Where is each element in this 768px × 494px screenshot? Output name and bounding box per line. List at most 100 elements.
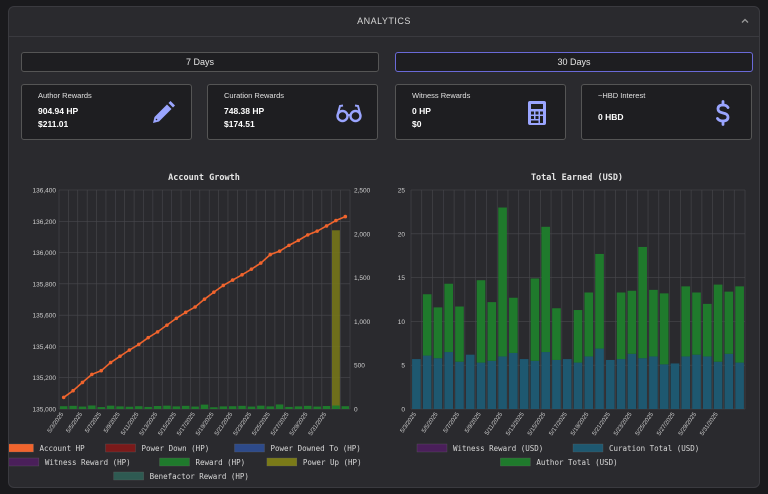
author-bar (702, 303, 712, 357)
curation-bar (735, 362, 744, 409)
y-tick-label: 136,200 (33, 219, 57, 226)
dollar-icon (716, 100, 730, 126)
reward-bar (125, 406, 134, 409)
author-bar (692, 292, 701, 355)
card-title: ~HBD Interest (598, 91, 646, 100)
account-hp-point (80, 380, 85, 385)
range-30-days-button[interactable]: 30 Days (395, 52, 753, 72)
reward-bar (106, 405, 115, 409)
legend-label: Reward (HP) (196, 458, 246, 467)
y-tick-label: 15 (398, 275, 406, 282)
card-value-hp: 0 HP (412, 106, 431, 116)
x-tick-label: 5/7/2025 (85, 411, 104, 434)
legend-label: Witness Reward (USD) (453, 444, 543, 453)
reward-bar (88, 405, 96, 409)
reward-bar (200, 404, 209, 409)
curation-bar (465, 354, 475, 409)
reward-bar (341, 406, 350, 409)
y-tick-label: 5 (401, 363, 405, 370)
author-bar (681, 286, 691, 357)
account-hp-point (90, 372, 94, 377)
legend-swatch (9, 457, 40, 467)
author-bar (616, 292, 626, 360)
reward-bar (181, 405, 190, 409)
chart-title: Total Earned (USD) (531, 173, 623, 183)
legend-label: Benefactor Reward (HP) (150, 472, 249, 481)
x-tick-label: 5/5/2025 (421, 411, 440, 434)
curation-bar (530, 360, 540, 409)
reward-bar (153, 406, 162, 409)
curation-bar (638, 358, 647, 409)
x-tick-label: 5/9/2025 (103, 411, 122, 434)
reward-bar (135, 406, 143, 409)
x-tick-label: 5/21/2025 (214, 411, 235, 437)
y2-tick-label: 500 (354, 363, 365, 370)
card-value-usd: $0 (412, 119, 422, 129)
x-tick-label: 5/23/2025 (233, 411, 254, 437)
legend-label: Power Downed To (HP) (271, 444, 361, 453)
curation-bar (659, 364, 669, 409)
curation-bar (487, 360, 497, 409)
legend-swatch (572, 443, 604, 453)
reward-bar (238, 405, 246, 409)
x-tick-label: 5/27/2025 (270, 411, 291, 437)
curation-rewards-card: Curation Rewards 748.38 HP $174.51 (207, 84, 378, 140)
x-tick-label: 5/19/2025 (195, 411, 216, 437)
x-tick-label: 5/29/2025 (678, 411, 699, 437)
y-tick-label: 25 (398, 188, 406, 195)
range-7-days-button[interactable]: 7 Days (21, 52, 379, 72)
curation-bar (627, 353, 637, 409)
witness-rewards-card: Witness Rewards 0 HP $0 (395, 84, 566, 140)
account-hp-point (71, 388, 75, 393)
curation-bar (649, 356, 658, 409)
power-up-bar (331, 230, 340, 409)
reward-bar (322, 406, 331, 409)
account-hp-point (202, 297, 207, 301)
account-hp-point (249, 267, 254, 271)
legend-swatch (416, 443, 448, 453)
curation-bar (584, 356, 594, 409)
curation-bar (541, 352, 550, 409)
curation-bar (670, 363, 680, 409)
account-hp-point (315, 229, 319, 233)
account-hp-point (193, 305, 197, 309)
account-hp-point (343, 214, 348, 219)
chevron-up-icon[interactable] (739, 15, 751, 27)
author-bar (433, 307, 443, 359)
author-bar (552, 308, 561, 360)
x-tick-label: 5/15/2025 (527, 411, 548, 437)
reward-bar (285, 406, 293, 409)
card-value-usd: $211.01 (38, 119, 69, 129)
panel-header[interactable]: ANALYTICS (9, 7, 759, 37)
curation-bar (412, 359, 421, 409)
curation-bar (616, 359, 626, 409)
author-rewards-card: Author Rewards 904.94 HP $211.01 (21, 84, 192, 140)
analytics-panel: ANALYTICS 7 Days 30 Days Author Rewards … (8, 6, 760, 488)
reward-bar (219, 406, 228, 409)
account-hp-point (99, 368, 104, 373)
author-bar (713, 284, 723, 362)
author-bar (476, 280, 486, 363)
x-tick-label: 5/3/2025 (47, 411, 66, 434)
author-bar (735, 286, 744, 363)
account-hp-point (136, 342, 141, 347)
card-value-hp: 904.94 HP (38, 106, 79, 116)
reward-bar (228, 406, 237, 409)
author-bar (487, 302, 497, 361)
y-tick-label: 20 (398, 231, 406, 238)
account-hp-point (296, 238, 301, 243)
x-tick-label: 5/17/2025 (549, 411, 570, 437)
x-tick-label: 5/25/2025 (252, 411, 273, 437)
reward-bar (304, 405, 312, 409)
x-tick-label: 5/11/2025 (484, 411, 504, 436)
curation-bar (702, 356, 712, 409)
curation-bar (713, 361, 723, 409)
y2-tick-label: 1,500 (354, 275, 371, 282)
author-bar (509, 297, 518, 353)
y2-tick-label: 1,000 (354, 319, 371, 326)
y-tick-label: 136,400 (33, 188, 57, 195)
curation-bar (519, 359, 529, 409)
glasses-icon (336, 104, 362, 123)
card-value-hbd: 0 HBD (598, 112, 624, 122)
author-bar (724, 291, 734, 354)
